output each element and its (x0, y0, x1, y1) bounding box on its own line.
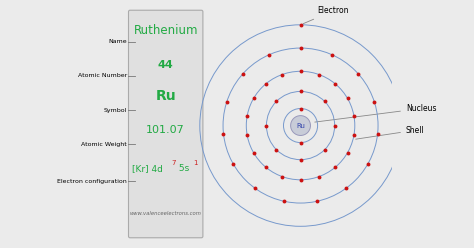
Text: www.valenceelectrons.com: www.valenceelectrons.com (130, 211, 201, 217)
FancyBboxPatch shape (128, 10, 203, 238)
Text: Atomic Weight: Atomic Weight (81, 142, 127, 147)
Text: 5s: 5s (176, 164, 190, 173)
Text: 7: 7 (172, 160, 176, 166)
Text: Atomic Number: Atomic Number (78, 73, 127, 78)
Text: Ru: Ru (296, 123, 305, 128)
Text: Shell: Shell (356, 126, 425, 139)
Text: Ru: Ru (155, 89, 176, 103)
Text: 101.07: 101.07 (146, 125, 185, 135)
Circle shape (291, 116, 310, 135)
Text: Name: Name (109, 39, 127, 44)
Text: Electron: Electron (303, 6, 349, 24)
Text: Symbol: Symbol (104, 108, 127, 113)
Text: Electron configuration: Electron configuration (57, 179, 127, 184)
Text: Nucleus: Nucleus (315, 104, 437, 122)
Text: 44: 44 (158, 60, 173, 70)
Text: [Kr] 4d: [Kr] 4d (132, 164, 163, 173)
Text: Ruthenium: Ruthenium (134, 25, 198, 37)
Text: 1: 1 (193, 160, 198, 166)
